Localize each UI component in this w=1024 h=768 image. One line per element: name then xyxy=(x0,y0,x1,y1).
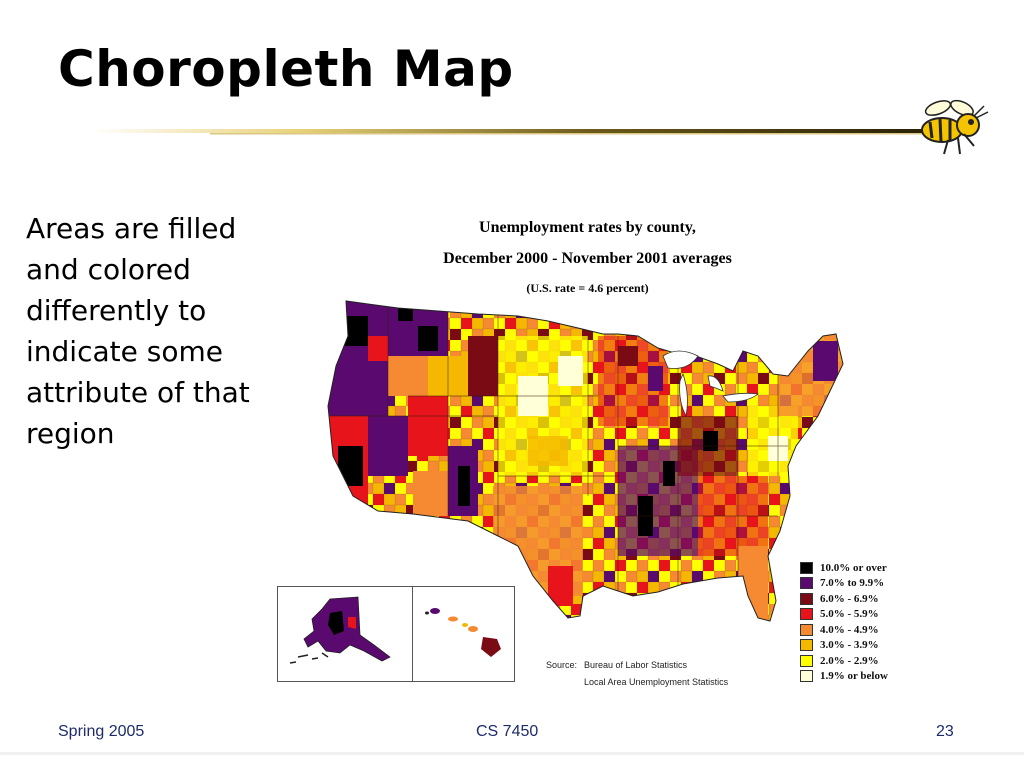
legend-item: 4.0% - 4.9% xyxy=(800,622,888,638)
legend-label: 1.9% or below xyxy=(820,670,888,683)
legend-label: 2.0% - 2.9% xyxy=(820,654,879,667)
footer-term: Spring 2005 xyxy=(58,723,145,740)
legend-swatch xyxy=(800,639,813,652)
legend-swatch xyxy=(800,608,813,621)
legend-swatch xyxy=(800,561,813,574)
legend-label: 4.0% - 4.9% xyxy=(820,623,879,636)
slide-title: Choropleth Map xyxy=(58,40,514,98)
title-underline xyxy=(90,129,925,135)
legend-item: 10.0% or over xyxy=(800,560,888,576)
legend-label: 5.0% - 5.9% xyxy=(820,608,879,621)
legend-swatch xyxy=(800,577,813,590)
legend-swatch xyxy=(800,592,813,605)
legend-swatch xyxy=(800,670,813,683)
map-title: Unemployment rates by county, xyxy=(479,219,696,236)
legend-label: 7.0% to 9.9% xyxy=(820,577,885,590)
legend-item: 1.9% or below xyxy=(800,669,888,685)
legend-item: 6.0% - 6.9% xyxy=(800,591,888,607)
legend-label: 10.0% or over xyxy=(820,561,887,574)
alaska-hawaii-inset xyxy=(277,586,515,682)
slide-body-text: Areas are filled and colored differently… xyxy=(26,212,250,450)
legend-swatch xyxy=(800,654,813,667)
inset-divider xyxy=(412,587,413,681)
legend-swatch xyxy=(800,623,813,636)
yellow-jacket-mascot-icon xyxy=(921,99,989,155)
legend-item: 7.0% to 9.9% xyxy=(800,576,888,592)
hawaii-map xyxy=(425,608,501,657)
legend-item: 2.0% - 2.9% xyxy=(800,653,888,669)
legend-item: 3.0% - 3.9% xyxy=(800,638,888,654)
map-subtitle: December 2000 - November 2001 averages xyxy=(443,250,732,267)
source-label: Source: xyxy=(546,660,578,670)
alaska-map xyxy=(289,596,391,664)
source-line-1: Bureau of Labor Statistics xyxy=(584,660,688,670)
footer-rule xyxy=(0,752,1024,755)
legend-label: 6.0% - 6.9% xyxy=(820,592,879,605)
map-us-rate-note: (U.S. rate = 4.6 percent) xyxy=(526,281,649,295)
map-legend: 10.0% or over 7.0% to 9.9% 6.0% - 6.9% 5… xyxy=(800,560,888,684)
us-unemployment-choropleth-map xyxy=(327,300,844,622)
legend-label: 3.0% - 3.9% xyxy=(820,639,879,652)
footer-course: CS 7450 xyxy=(476,723,539,740)
source-line-2: Local Area Unemployment Statistics xyxy=(584,677,729,687)
legend-item: 5.0% - 5.9% xyxy=(800,607,888,623)
footer-page-number: 23 xyxy=(936,723,954,740)
